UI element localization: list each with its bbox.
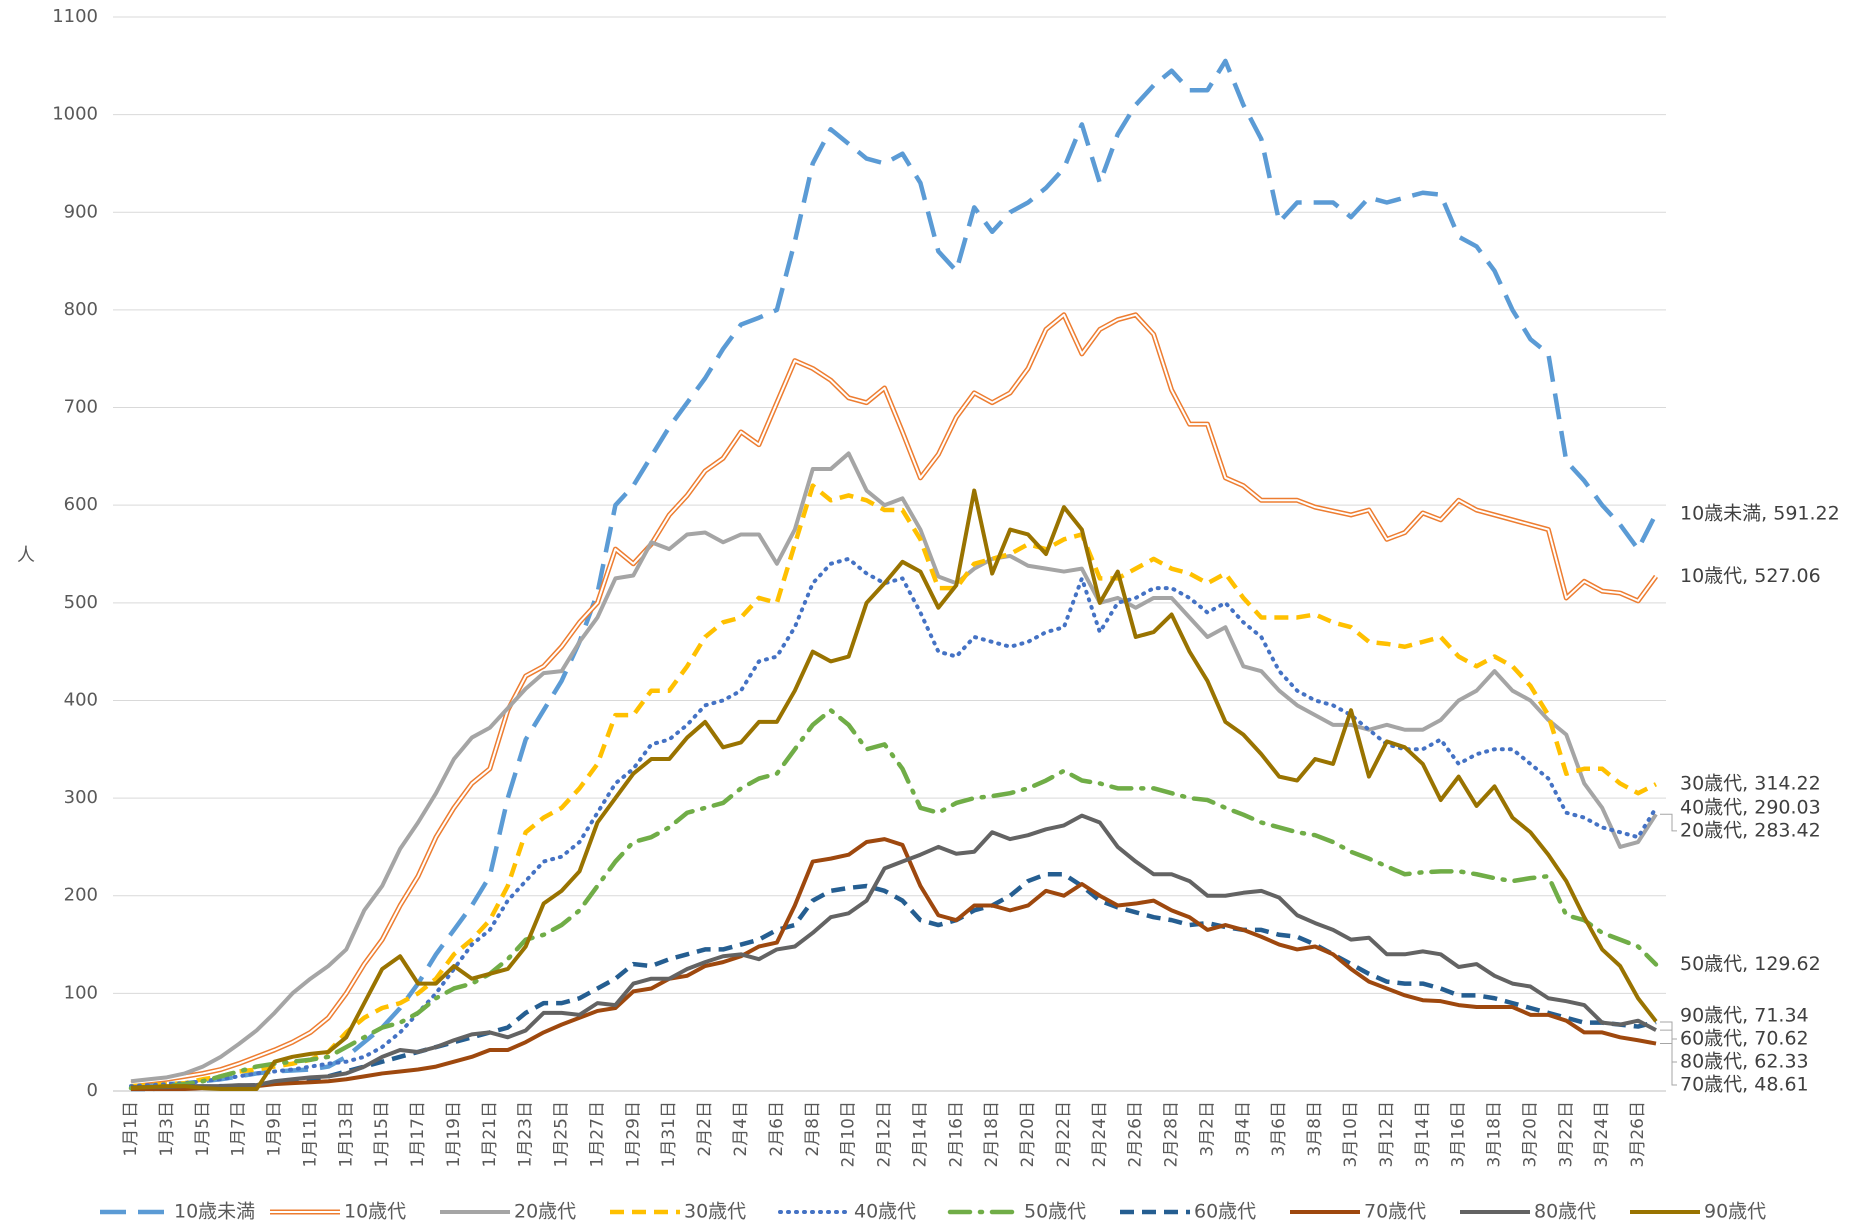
leader-line <box>1660 1043 1677 1086</box>
series-line <box>128 707 1659 1091</box>
series-line <box>130 312 1659 1086</box>
x-tick-label: 2月28日 <box>1162 1101 1182 1167</box>
end-label: 10歳未満, 591.22 <box>1680 502 1840 524</box>
x-tick-label: 3月10日 <box>1341 1101 1361 1167</box>
series-line <box>130 483 1658 1089</box>
series-line <box>131 813 1657 1090</box>
x-tick-label: 2月2日 <box>695 1101 715 1157</box>
end-label: 50歳代, 129.62 <box>1680 953 1821 975</box>
x-tick-label: 2月4日 <box>731 1101 751 1157</box>
x-tick-label: 1月9日 <box>265 1101 285 1157</box>
y-tick-label: 1000 <box>52 104 98 125</box>
legend-label: 30歳代 <box>684 1201 746 1223</box>
y-tick-label: 100 <box>64 982 98 1003</box>
y-tick-label: 400 <box>64 689 98 710</box>
x-tick-label: 1月1日 <box>121 1101 141 1157</box>
end-label: 80歳代, 62.33 <box>1680 1051 1809 1073</box>
x-tick-label: 1月7日 <box>229 1101 249 1157</box>
x-tick-label: 1月3日 <box>157 1101 177 1157</box>
x-tick-label: 3月20日 <box>1520 1101 1540 1167</box>
series-line <box>129 556 1658 1089</box>
x-tick-label: 2月24日 <box>1090 1101 1110 1167</box>
end-label: 30歳代, 314.22 <box>1680 773 1821 795</box>
end-label: 90歳代, 71.34 <box>1680 1005 1809 1027</box>
x-tick-label: 2月6日 <box>767 1101 787 1157</box>
legend-label: 50歳代 <box>1024 1201 1086 1223</box>
leader-line <box>1660 813 1677 832</box>
series-line <box>130 451 1658 1084</box>
legend-label: 40歳代 <box>854 1201 916 1223</box>
series-line <box>131 872 1657 1092</box>
x-tick-label: 2月16日 <box>946 1101 966 1167</box>
series-line-inner <box>130 313 1657 1085</box>
x-tick-label: 1月31日 <box>659 1101 679 1167</box>
x-tick-label: 2月22日 <box>1054 1101 1074 1167</box>
end-label: 60歳代, 70.62 <box>1680 1028 1809 1050</box>
x-tick-label: 2月26日 <box>1126 1101 1146 1167</box>
y-tick-label: 900 <box>64 201 98 222</box>
x-tick-label: 2月20日 <box>1018 1101 1038 1167</box>
x-tick-label: 3月4日 <box>1233 1101 1253 1157</box>
y-tick-label: 0 <box>87 1080 98 1101</box>
legend-label: 20歳代 <box>514 1201 576 1223</box>
x-tick-label: 1月15日 <box>372 1101 392 1167</box>
x-tick-label: 1月5日 <box>193 1101 213 1157</box>
y-tick-label: 500 <box>64 592 98 613</box>
x-tick-label: 3月2日 <box>1197 1101 1217 1157</box>
x-tick-label: 3月26日 <box>1628 1101 1648 1167</box>
x-tick-label: 3月6日 <box>1269 1101 1289 1157</box>
y-tick-label: 700 <box>64 397 98 418</box>
x-tick-label: 2月10日 <box>839 1101 859 1167</box>
x-tick-label: 3月8日 <box>1305 1101 1325 1157</box>
x-tick-label: 3月16日 <box>1449 1101 1469 1167</box>
y-tick-label: 200 <box>64 885 98 906</box>
x-tick-label: 1月23日 <box>516 1101 536 1167</box>
x-tick-label: 3月18日 <box>1485 1101 1505 1167</box>
x-tick-label: 1月19日 <box>444 1101 464 1167</box>
end-label: 20歳代, 283.42 <box>1680 819 1821 841</box>
series-line <box>130 58 1659 1089</box>
x-tick-label: 1月29日 <box>623 1101 643 1167</box>
x-tick-label: 1月11日 <box>300 1101 320 1167</box>
y-axis-label: 人 <box>17 545 35 566</box>
legend-label: 90歳代 <box>1704 1201 1766 1223</box>
x-tick-label: 3月14日 <box>1413 1101 1433 1167</box>
y-tick-label: 800 <box>64 299 98 320</box>
leader-line <box>1660 1029 1677 1063</box>
x-tick-label: 2月8日 <box>803 1101 823 1157</box>
x-tick-label: 1月27日 <box>587 1101 607 1167</box>
x-tick-label: 3月24日 <box>1592 1101 1612 1167</box>
x-tick-label: 2月12日 <box>875 1101 895 1167</box>
x-tick-label: 1月21日 <box>480 1101 500 1167</box>
legend-label: 70歳代 <box>1364 1201 1426 1223</box>
legend-label: 10歳代 <box>344 1201 406 1223</box>
y-tick-label: 600 <box>64 494 98 515</box>
end-label: 40歳代, 290.03 <box>1680 796 1821 818</box>
series-line <box>130 488 1658 1092</box>
legend-label: 10歳未満 <box>174 1201 255 1223</box>
y-tick-label: 1100 <box>52 6 98 27</box>
end-label: 70歳代, 48.61 <box>1680 1074 1809 1096</box>
x-tick-label: 1月25日 <box>552 1101 572 1167</box>
x-tick-label: 1月13日 <box>336 1101 356 1167</box>
y-tick-label: 300 <box>64 787 98 808</box>
x-tick-label: 3月12日 <box>1377 1101 1397 1167</box>
x-tick-label: 3月22日 <box>1556 1101 1576 1167</box>
x-tick-label: 1月17日 <box>408 1101 428 1167</box>
x-tick-label: 2月14日 <box>910 1101 930 1167</box>
end-label: 10歳代, 527.06 <box>1680 565 1821 587</box>
legend-label: 80歳代 <box>1534 1201 1596 1223</box>
series-line <box>131 837 1657 1092</box>
legend-label: 60歳代 <box>1194 1201 1256 1223</box>
x-tick-label: 2月18日 <box>982 1101 1002 1167</box>
